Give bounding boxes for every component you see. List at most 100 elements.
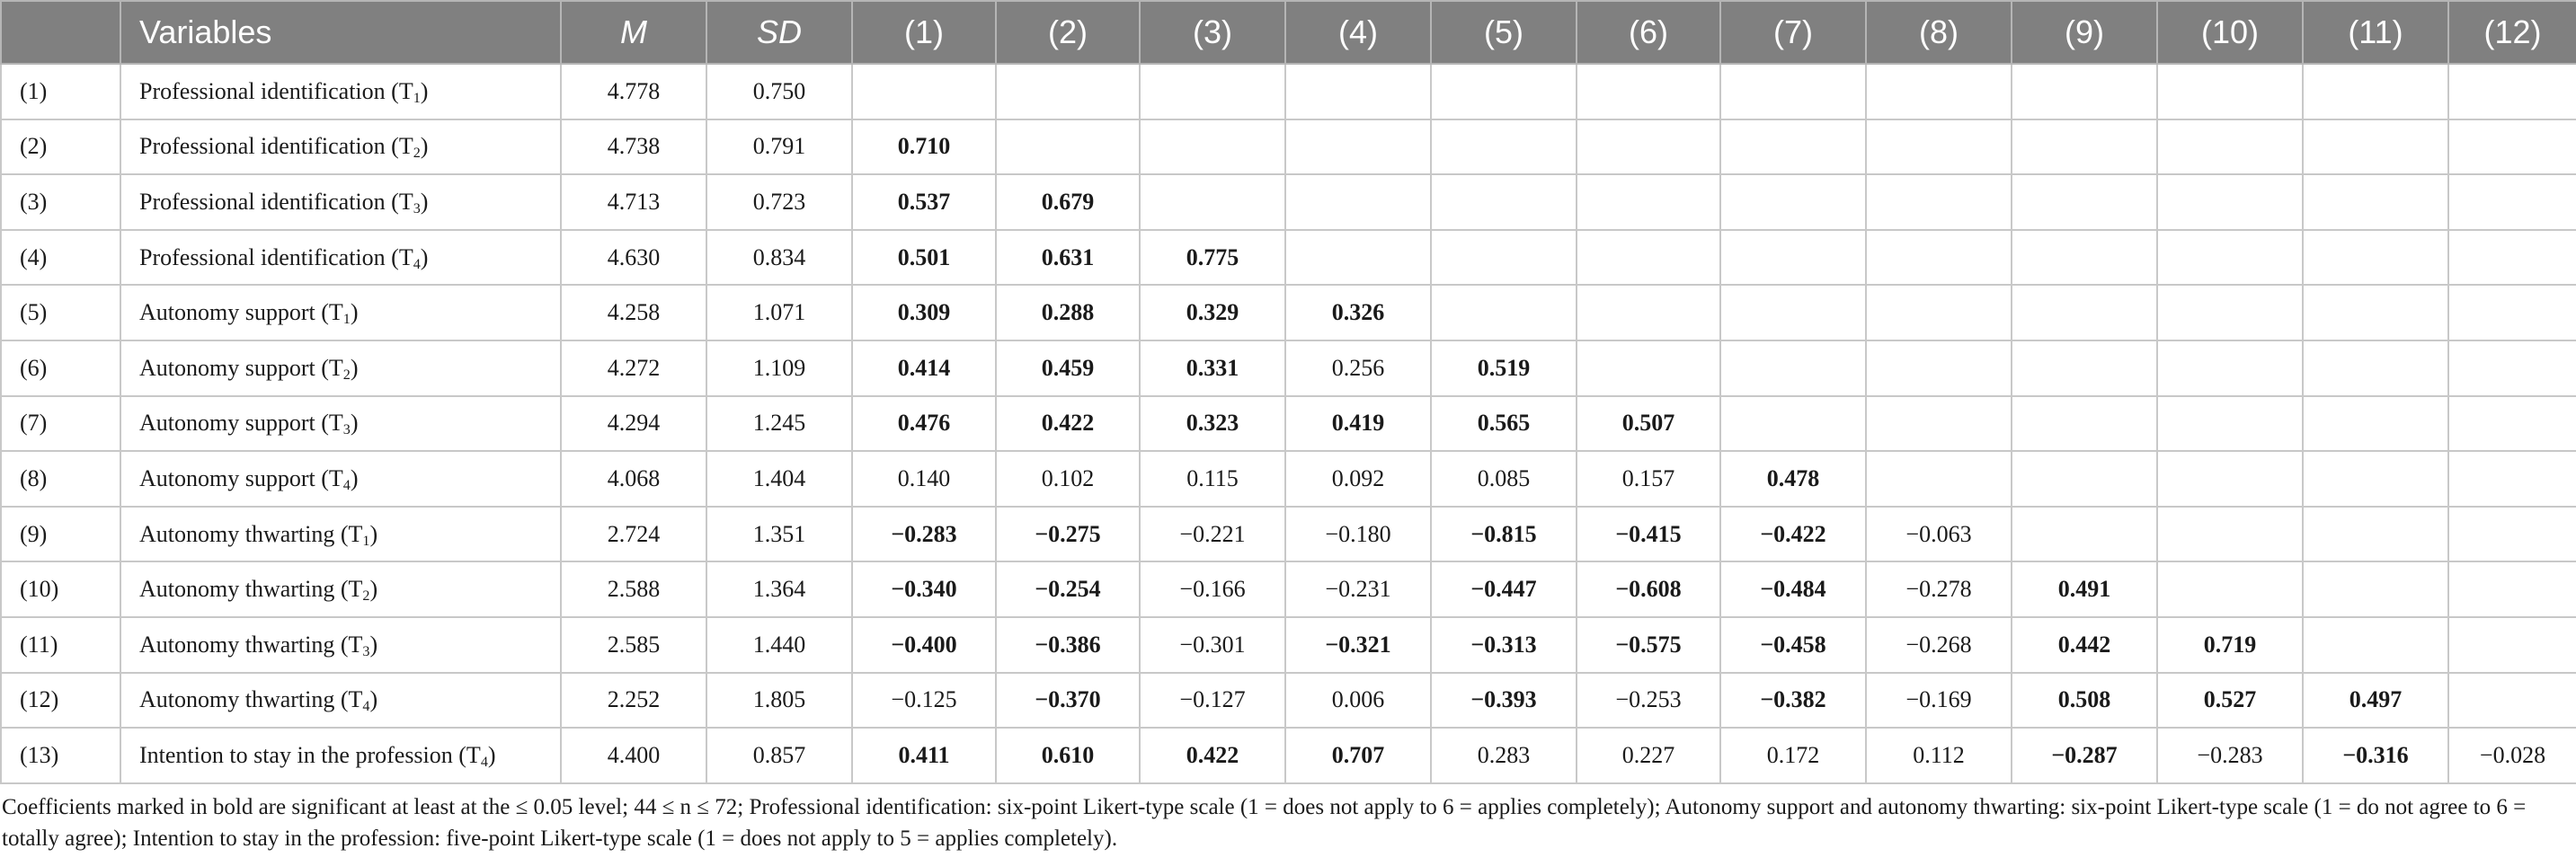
variable-name: Autonomy support (T3) [120,394,562,453]
col-header-10: (10) [2156,0,2304,65]
col-header-7: (7) [1719,0,1867,65]
correlation-cell: −0.316 [2302,727,2449,784]
variable-label: Professional identification (T [139,188,413,215]
correlation-cell: −0.125 [851,671,997,729]
correlation-cell: 0.115 [1139,450,1286,508]
correlation-cell: 0.085 [1430,450,1577,508]
time-subscript: 4 [480,754,488,770]
correlation-cell [1719,284,1867,341]
sd-cell: 1.351 [706,505,853,563]
sd-cell: 1.109 [706,339,853,397]
variable-label: Autonomy support (T [139,464,343,491]
correlation-cell [2011,173,2158,231]
variables-column-header: Variables [120,0,562,65]
time-subscript: 2 [413,146,421,162]
correlation-cell [2302,173,2449,231]
variable-label: Intention to stay in the profession (T [139,741,481,768]
sd-cell: 1.440 [706,615,853,674]
correlation-cell [1576,63,1721,120]
correlation-cell: −0.393 [1430,671,1577,729]
correlation-cell: −0.447 [1430,561,1577,618]
closing-paren: ) [369,631,378,658]
correlation-cell: 0.442 [2011,615,2158,674]
correlation-cell [1865,450,2012,508]
time-subscript: 4 [362,699,370,715]
sd-cell: 0.750 [706,63,853,120]
correlation-cell: −0.815 [1430,505,1577,563]
variable-name: Professional identification (T2) [120,118,562,176]
mean-cell: 4.400 [560,727,707,784]
correlation-cell: −0.340 [851,561,997,618]
correlation-cell [2011,63,2158,120]
time-subscript: 1 [342,312,351,328]
correlation-cell: 0.102 [995,450,1141,508]
correlation-cell: −0.458 [1719,615,1867,674]
correlation-cell [2302,339,2449,397]
closing-paren: ) [420,133,429,160]
correlation-cell: 0.422 [995,394,1141,453]
correlation-cell: 0.283 [1430,727,1577,784]
correlation-cell [1430,173,1577,231]
correlation-cell: 0.323 [1139,394,1286,453]
correlation-cell: 0.519 [1430,339,1577,397]
correlation-cell: 0.411 [851,727,997,784]
table-row: (8) Autonomy support (T4) 4.068 1.404 0.140 0… [0,450,2576,508]
correlation-cell [995,118,1141,176]
correlation-cell [1284,118,1432,176]
index-column-header [0,0,121,65]
table-header-row: Variables M SD (1) (2) (3) (4) (5) (6) (… [0,0,2576,65]
correlation-cell [1576,228,1721,287]
correlation-cell [2447,671,2576,729]
correlation-cell [2156,63,2304,120]
correlation-cell [1284,63,1432,120]
correlation-cell [1865,284,2012,341]
correlation-cell [2011,284,2158,341]
correlation-cell [2156,394,2304,453]
correlation-cell: 0.006 [1284,671,1432,729]
correlation-cell: −0.415 [1576,505,1721,563]
variable-name: Autonomy thwarting (T2) [120,561,562,618]
variable-name: Professional identification (T1) [120,63,562,120]
correlation-cell: −0.575 [1576,615,1721,674]
variable-name: Autonomy support (T2) [120,339,562,397]
time-subscript: 2 [342,367,351,383]
correlation-cell: 0.422 [1139,727,1286,784]
col-header-11: (11) [2302,0,2449,65]
correlation-cell: 0.309 [851,284,997,341]
correlation-cell [1430,284,1577,341]
closing-paren: ) [420,243,429,270]
time-subscript: 3 [413,201,421,216]
correlation-cell [1865,173,2012,231]
correlation-cell [1719,63,1867,120]
variable-name: Autonomy support (T1) [120,284,562,341]
table-row: (9) Autonomy thwarting (T1) 2.724 1.351 −0.2… [0,505,2576,563]
correlation-cell: 0.710 [851,118,997,176]
correlation-cell [1719,228,1867,287]
variable-label: Autonomy thwarting (T [139,576,363,603]
correlation-cell: 0.331 [1139,339,1286,397]
correlation-cell [1719,339,1867,397]
closing-paren: ) [369,576,378,603]
correlation-cell [1865,228,2012,287]
correlation-cell [2447,173,2576,231]
row-index: (8) [0,450,121,508]
variable-name: Autonomy support (T4) [120,450,562,508]
table-body: (1) Professional identification (T1) 4.778… [0,63,2576,784]
correlation-cell: 0.326 [1284,284,1432,341]
correlation-cell [2302,450,2449,508]
mean-cell: 4.630 [560,228,707,287]
correlation-cell [1576,284,1721,341]
correlation-cell: −0.283 [2156,727,2304,784]
correlation-cell: 0.329 [1139,284,1286,341]
correlation-cell [2011,228,2158,287]
table-row: (7) Autonomy support (T3) 4.294 1.245 0.476 0… [0,394,2576,453]
correlation-cell [2302,63,2449,120]
variable-label: Autonomy thwarting (T [139,520,363,547]
mean-cell: 4.778 [560,63,707,120]
variable-name: Professional identification (T4) [120,228,562,287]
col-header-3: (3) [1139,0,1286,65]
correlation-cell [1139,173,1286,231]
correlation-cell: 0.501 [851,228,997,287]
correlation-cell: 0.491 [2011,561,2158,618]
table-row: (13) Intention to stay in the profession … [0,727,2576,784]
